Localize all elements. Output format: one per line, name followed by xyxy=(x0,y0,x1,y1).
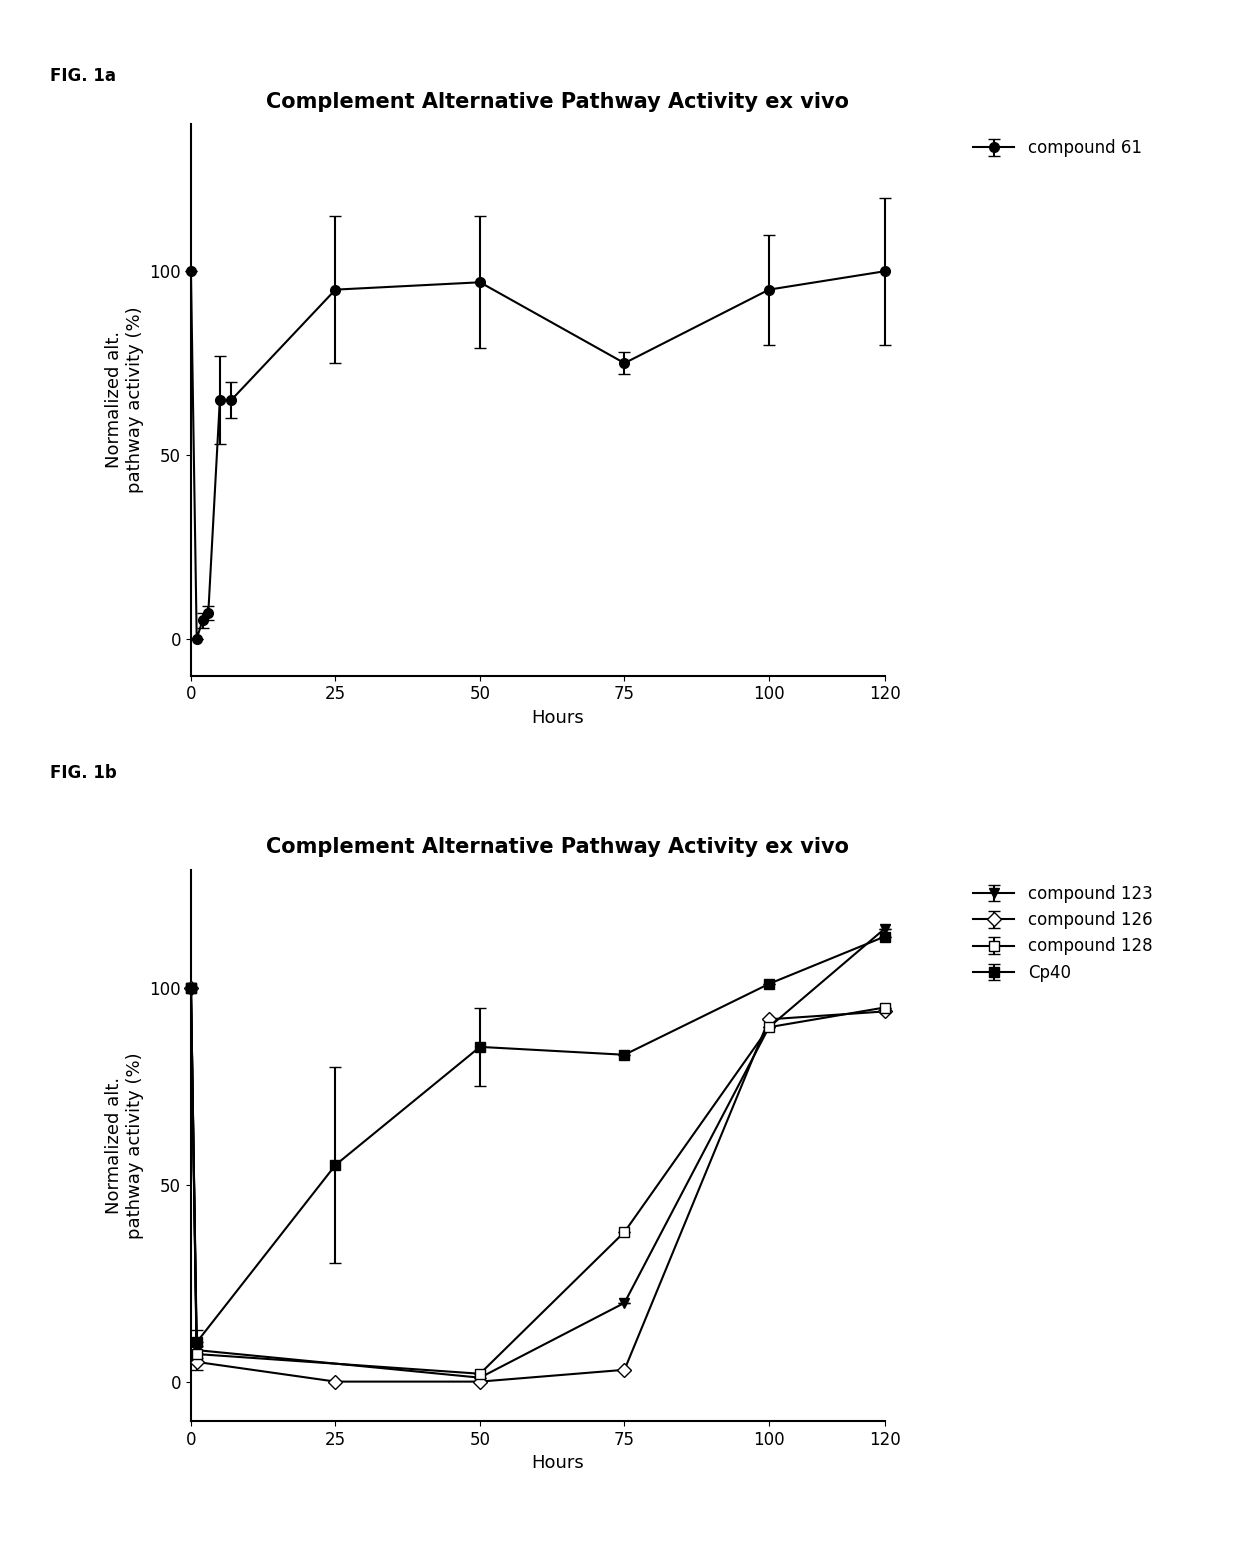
Text: FIG. 1b: FIG. 1b xyxy=(50,764,117,783)
X-axis label: Hours: Hours xyxy=(532,708,584,727)
Y-axis label: Normalized alt.
pathway activity (%): Normalized alt. pathway activity (%) xyxy=(105,1051,144,1239)
Legend: compound 123, compound 126, compound 128, Cp40: compound 123, compound 126, compound 128… xyxy=(966,877,1159,988)
X-axis label: Hours: Hours xyxy=(532,1454,584,1472)
Y-axis label: Normalized alt.
pathway activity (%): Normalized alt. pathway activity (%) xyxy=(105,306,144,494)
Legend: compound 61: compound 61 xyxy=(966,132,1148,165)
Text: FIG. 1a: FIG. 1a xyxy=(50,67,115,85)
Title: Complement Alternative Pathway Activity ex vivo: Complement Alternative Pathway Activity … xyxy=(267,837,849,857)
Title: Complement Alternative Pathway Activity ex vivo: Complement Alternative Pathway Activity … xyxy=(267,92,849,112)
